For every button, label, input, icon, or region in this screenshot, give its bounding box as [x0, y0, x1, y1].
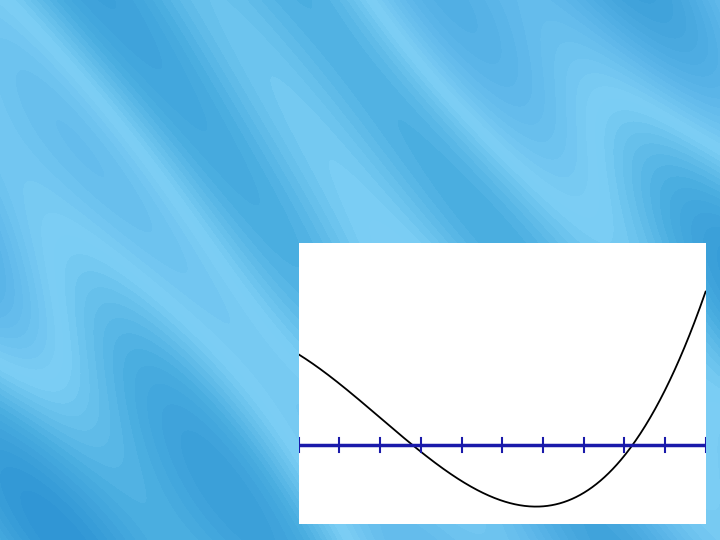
Text: Now divide the interval: Now divide the interval — [25, 94, 444, 129]
FancyBboxPatch shape — [14, 243, 252, 346]
FancyBboxPatch shape — [299, 243, 706, 524]
Text: $\Delta x = \dfrac{b - a}{n}$: $\Delta x = \dfrac{b - a}{n}$ — [63, 269, 203, 320]
Text: into n equal subintervals.: into n equal subintervals. — [25, 162, 484, 196]
Text: Pick an integer n.  ex n = 10.: Pick an integer n. ex n = 10. — [25, 30, 551, 64]
FancyBboxPatch shape — [7, 8, 716, 246]
Text: a: a — [266, 450, 292, 489]
